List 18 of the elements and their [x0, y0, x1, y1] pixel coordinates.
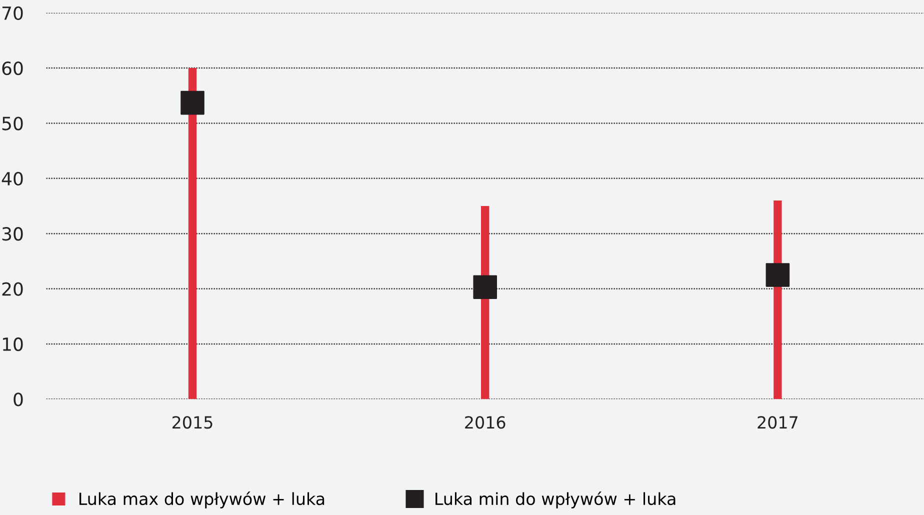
- y-tick-label: 50: [2, 116, 23, 130]
- x-tick-label: 2015: [172, 416, 212, 429]
- bar: [774, 200, 782, 400]
- y-tick-label: 10: [2, 337, 23, 352]
- x-tick-label: 2017: [758, 416, 798, 429]
- point: [180, 90, 204, 115]
- y-tick-label: 0: [14, 392, 23, 406]
- y-tick-label: 20: [2, 282, 23, 296]
- y-tick-label: 70: [2, 6, 23, 20]
- point: [473, 275, 497, 300]
- x-tick-label: 2016: [465, 416, 506, 429]
- legend-label: Luka max do wpływów + luka: [80, 492, 324, 508]
- legend-label: Luka min do wpływów + luka: [436, 492, 676, 508]
- y-tick-label: 30: [2, 227, 23, 241]
- y-tick-label: 40: [2, 172, 23, 186]
- y-tick-label: 60: [2, 62, 23, 76]
- bar: [188, 68, 197, 400]
- point: [766, 263, 790, 287]
